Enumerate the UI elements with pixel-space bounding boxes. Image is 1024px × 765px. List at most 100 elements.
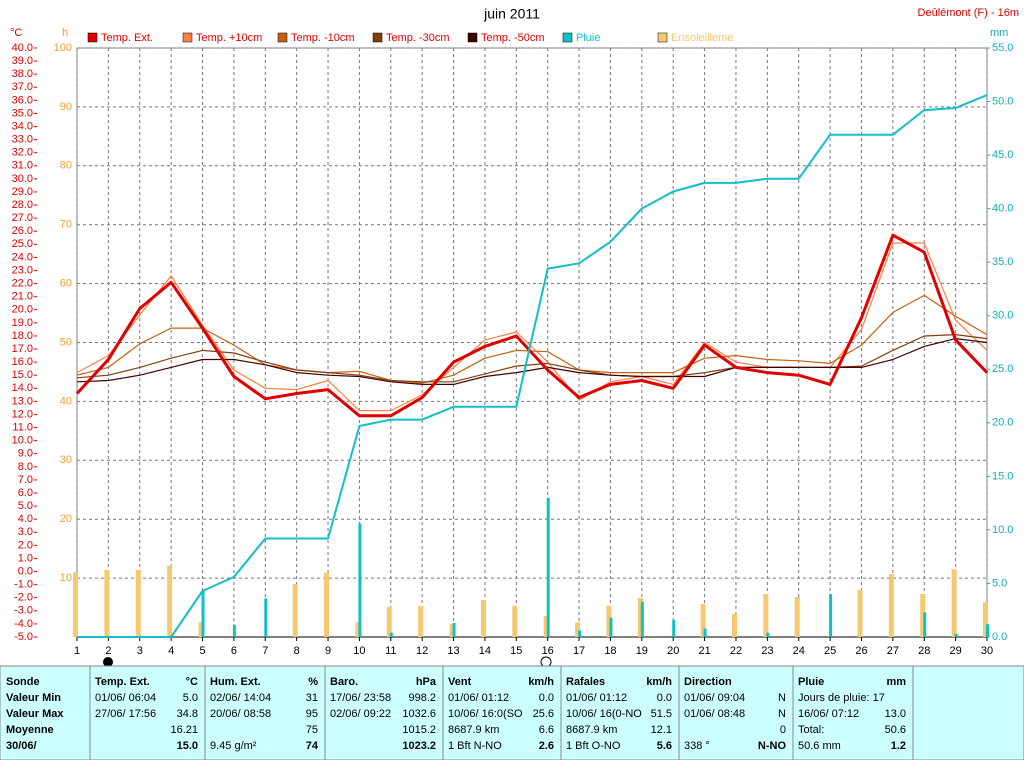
y-tick-label: 26.0: [12, 225, 33, 237]
rain-bar: [923, 612, 927, 637]
y-tick-label: 16.0: [12, 356, 33, 368]
x-tick-label: 1: [74, 645, 80, 657]
x-tick-label: 20: [667, 645, 679, 657]
cell-value: 31: [306, 692, 318, 704]
y-tick-label: 33.0: [12, 134, 33, 146]
y-tick-label: 38.0: [12, 68, 33, 80]
sunshine-bar: [386, 606, 392, 637]
x-tick-label: 2: [105, 645, 111, 657]
cell-text: 1 Bft N-NO: [448, 740, 502, 752]
cell-text: 02/06/ 09:22: [330, 708, 391, 720]
cell-value: 75: [306, 724, 318, 736]
x-tick-label: 19: [636, 645, 648, 657]
y2-tick-label: 55.0: [992, 42, 1013, 54]
cell-text: 1 Bft O-NO: [566, 740, 621, 752]
y-tick-label: 8.0: [18, 461, 33, 473]
y-tick-label: 30.0: [12, 173, 33, 185]
x-tick-label: 7: [262, 645, 268, 657]
sunshine-bar: [951, 569, 957, 637]
y2-tick-label: 10.0: [992, 524, 1013, 536]
y3-tick-label: 90: [60, 101, 72, 113]
y-tick-label: 34.0: [12, 120, 33, 132]
legend-swatch: [562, 32, 573, 43]
y2-tick-label: 0.0: [992, 631, 1007, 643]
y-tick-label: -2.0: [14, 592, 33, 604]
cell-value: 25.6: [533, 708, 554, 720]
cell-text: 16/06/ 07:12: [798, 708, 859, 720]
row-label: Moyenne: [6, 724, 54, 736]
x-tick-label: 27: [887, 645, 899, 657]
legend-label: Temp. -50cm: [481, 32, 545, 44]
x-tick-label: 4: [168, 645, 174, 657]
column-header: Hum. Ext.: [210, 676, 261, 688]
y-tick-label: -4.0: [14, 618, 33, 630]
x-tick-label: 30: [981, 645, 993, 657]
series-line: [75, 233, 989, 418]
cell-text: 01/06/ 08:48: [684, 708, 745, 720]
y-tick-label: 37.0: [12, 81, 33, 93]
cell-text: 27/06/ 17:56: [95, 708, 156, 720]
y3-tick-label: 10: [60, 572, 72, 584]
x-tick-label: 13: [447, 645, 459, 657]
y2-tick-label: 5.0: [992, 577, 1007, 589]
x-tick-label: 17: [573, 645, 585, 657]
x-tick-label: 14: [479, 645, 491, 657]
sunshine-bar: [920, 594, 926, 637]
cell-value: N: [778, 708, 786, 720]
row-label: Sonde: [6, 676, 40, 688]
y-tick-label: 1.0: [18, 552, 33, 564]
rain-bar: [954, 633, 958, 637]
cell-value: 1023.2: [402, 740, 436, 752]
y-tick-label: 6.0: [18, 487, 33, 499]
rain-bar: [672, 619, 676, 637]
series-line: [76, 338, 988, 385]
cell-text: 338 °: [684, 740, 710, 752]
rain-bar: [389, 632, 393, 637]
legend-label: Temp. Ext.: [101, 32, 153, 44]
y3-tick-label: 40: [60, 395, 72, 407]
cell-value: 12.1: [651, 724, 672, 736]
y-tick-label: 31.0: [12, 160, 33, 172]
x-tick-label: 15: [510, 645, 522, 657]
cell-value: 2.6: [539, 740, 554, 752]
rain-bar: [201, 590, 205, 637]
rain-bar: [703, 628, 707, 637]
cell-value: 13.0: [885, 708, 906, 720]
x-tick-label: 3: [137, 645, 143, 657]
y-tick-label: 7.0: [18, 474, 33, 486]
cell-value: 50.6: [885, 724, 906, 736]
cell-text: 10/06/ 16:0(SO: [448, 708, 523, 720]
legend-swatch: [182, 32, 193, 43]
y-tick-label: -5.0: [14, 631, 33, 643]
moon-phase-icon: [103, 657, 113, 667]
y-tick-label: 14.0: [12, 382, 33, 394]
y-tick-label: 2.0: [18, 539, 33, 551]
y3-tick-label: 50: [60, 336, 72, 348]
y-tick-label: 20.0: [12, 304, 33, 316]
sunshine-bar: [637, 598, 643, 637]
column-header: Temp. Ext.: [95, 676, 150, 688]
legend-label: Pluie: [576, 32, 600, 44]
y-tick-label: 28.0: [12, 199, 33, 211]
rain-bar: [232, 625, 236, 637]
cell-text: 01/06/ 09:04: [684, 692, 745, 704]
y-tick-label: 18.0: [12, 330, 33, 342]
y-tick-label: 27.0: [12, 212, 33, 224]
y-tick-label: 4.0: [18, 513, 33, 525]
y-tick-label: 13.0: [12, 395, 33, 407]
column-header: km/h: [646, 676, 672, 688]
y2-tick-label: 25.0: [992, 363, 1013, 375]
y-tick-label: 29.0: [12, 186, 33, 198]
y2-tick-label: 35.0: [992, 256, 1013, 268]
cell-text: 10/06/ 16(0-NO: [566, 708, 642, 720]
cell-text: 01/06/ 06:04: [95, 692, 156, 704]
y-tick-label: 5.0: [18, 500, 33, 512]
y3-tick-label: 60: [60, 278, 72, 290]
cell-value: 51.5: [651, 708, 672, 720]
y2-tick-label: 15.0: [992, 470, 1013, 482]
x-tick-label: 18: [604, 645, 616, 657]
y-tick-label: 3.0: [18, 526, 33, 538]
x-tick-label: 23: [761, 645, 773, 657]
